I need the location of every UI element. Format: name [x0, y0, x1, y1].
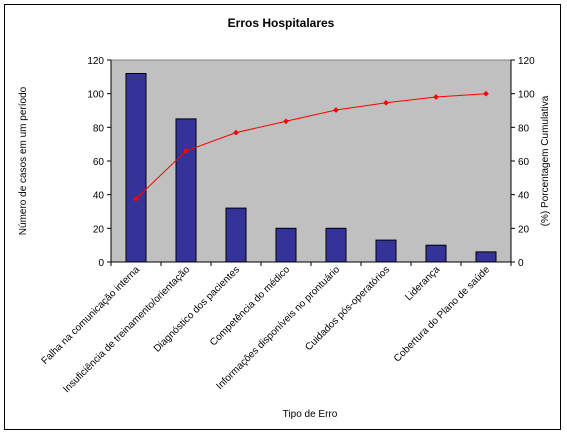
x-axis-title: Tipo de Erro: [283, 409, 338, 420]
cumulative-point-3: [233, 129, 239, 136]
bar-7: [425, 244, 447, 263]
bar-8: [475, 251, 497, 263]
bar-2: [175, 118, 197, 263]
y-tick-label: 60: [93, 157, 105, 168]
plot-area: [110, 59, 512, 263]
x-category-label-7: Liderança: [403, 264, 442, 303]
x-category-label-3: Diagnóstico dos pacientes: [152, 264, 242, 354]
y2-tick-label: 100: [518, 90, 535, 101]
bar-4: [275, 227, 297, 263]
cumulative-point-6: [383, 99, 389, 106]
bar-6: [375, 239, 397, 263]
bar-5: [325, 227, 347, 263]
bar-3: [225, 207, 247, 263]
y2-tick-label: 120: [518, 56, 535, 67]
y-axis-title: Número de casos em um período: [18, 86, 29, 235]
y2-tick-label: 40: [518, 191, 530, 202]
cumulative-point-2: [183, 148, 189, 154]
cumulative-point-5: [333, 107, 339, 113]
y-tick-label: 0: [98, 258, 104, 269]
y2-tick-label: 20: [518, 224, 530, 235]
y2-axis-title: (%) Porcentagem Cumulativa: [540, 95, 551, 226]
y-tick-label: 100: [87, 90, 104, 101]
x-category-label-6: Cuidados pós-operatórios: [303, 264, 392, 353]
x-category-label-1: Falha na comunicação interna: [40, 264, 143, 367]
y-tick-label: 80: [93, 123, 105, 134]
cumulative-point-4: [283, 118, 289, 125]
y2-tick-label: 60: [518, 157, 530, 168]
y-tick-label: 40: [93, 191, 105, 202]
x-category-label-8: Cobertura do Plano de saúde: [392, 264, 492, 364]
y-tick-label: 120: [87, 56, 104, 67]
cumulative-point-8: [483, 90, 489, 97]
bar-1: [125, 73, 147, 263]
cumulative-point-1: [133, 196, 139, 202]
cumulative-line: [135, 93, 487, 200]
y-tick-label: 20: [93, 224, 105, 235]
chart-title: Erros Hospitalares: [228, 16, 335, 30]
y2-tick-label: 80: [518, 123, 530, 134]
cumulative-point-7: [433, 94, 439, 100]
y2-tick-label: 0: [518, 258, 524, 269]
